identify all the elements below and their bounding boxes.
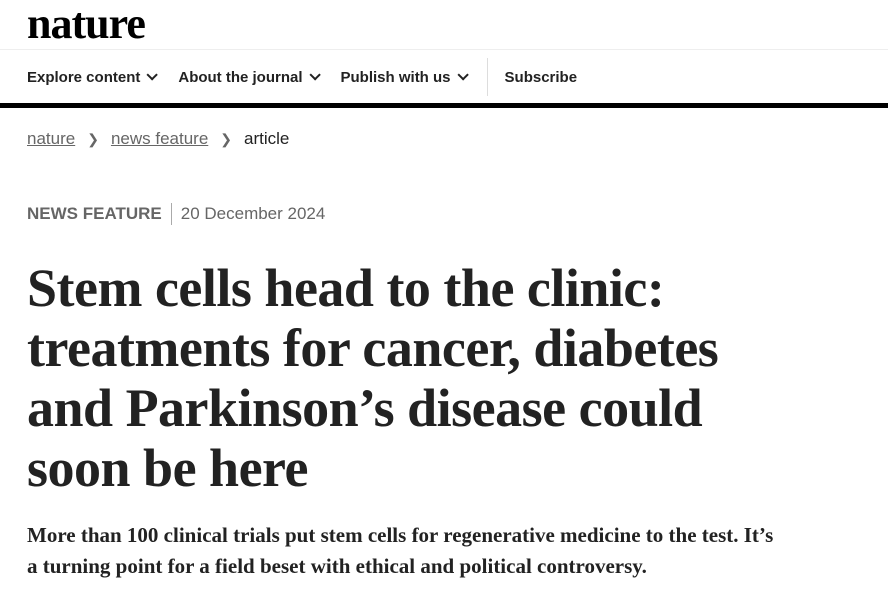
chevron-down-icon bbox=[146, 69, 159, 81]
nav-label: Publish with us bbox=[340, 68, 451, 86]
subscribe-link[interactable]: Subscribe bbox=[504, 68, 578, 86]
article-title: Stem cells head to the clinic: treatment… bbox=[27, 258, 719, 498]
article-type: NEWS FEATURE bbox=[27, 204, 162, 223]
article-meta: NEWS FEATURE 20 December 2024 bbox=[27, 203, 325, 225]
chevron-right-icon: ❯ bbox=[87, 130, 99, 147]
nav-about-journal[interactable]: About the journal bbox=[178, 68, 321, 86]
publish-date: 20 December 2024 bbox=[180, 204, 326, 223]
nav-explore-content[interactable]: Explore content bbox=[27, 68, 159, 86]
chevron-down-icon bbox=[308, 69, 321, 81]
article-standfirst: More than 100 clinical trials put stem c… bbox=[27, 523, 774, 578]
nav-label: About the journal bbox=[178, 68, 303, 86]
nav-divider bbox=[486, 58, 488, 96]
breadcrumb: nature ❯ news feature ❯ article bbox=[27, 129, 289, 149]
nav-label: Explore content bbox=[27, 68, 141, 86]
breadcrumb-current: article bbox=[244, 129, 290, 148]
meta-divider bbox=[170, 203, 172, 225]
chevron-down-icon bbox=[456, 69, 469, 81]
header-bar bbox=[0, 103, 888, 108]
main-nav: Explore content About the journal Publis… bbox=[27, 58, 601, 96]
chevron-right-icon: ❯ bbox=[220, 130, 233, 147]
divider bbox=[0, 49, 888, 50]
breadcrumb-news-feature[interactable]: news feature bbox=[110, 129, 209, 148]
nature-logo[interactable]: nature bbox=[27, 0, 146, 48]
nav-publish-with-us[interactable]: Publish with us bbox=[340, 68, 469, 86]
breadcrumb-nature[interactable]: nature bbox=[27, 129, 76, 148]
